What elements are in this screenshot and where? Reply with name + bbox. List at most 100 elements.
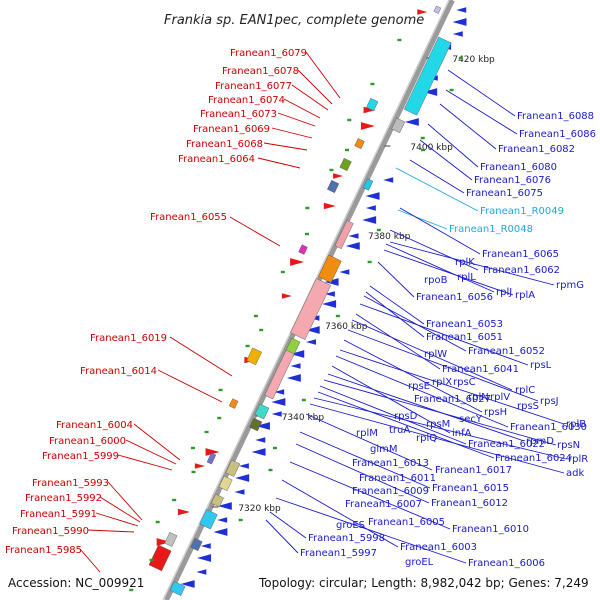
gene-label[interactable]: rpsJ: [540, 396, 559, 407]
gene-label[interactable]: rplL: [457, 272, 476, 283]
gene-label[interactable]: rplA: [515, 290, 535, 301]
gene-label[interactable]: Franean1_6017: [435, 465, 512, 476]
gene-label[interactable]: Franean1_6065: [482, 249, 559, 260]
gene-label[interactable]: Franean1_5998: [308, 533, 385, 544]
gene-arrow: [205, 448, 220, 456]
gene-label[interactable]: rpsC: [453, 377, 476, 388]
gene-label[interactable]: Franean1_6082: [498, 144, 575, 155]
gene-label[interactable]: rplN: [468, 392, 489, 403]
gene-label[interactable]: groEL: [405, 557, 434, 568]
leader-line: [383, 249, 514, 296]
gene-label[interactable]: rplW: [424, 349, 447, 360]
gene-label[interactable]: Franean1_6076: [474, 175, 551, 186]
gene-label[interactable]: Franean1_R0049: [480, 206, 564, 217]
gene-label[interactable]: Franean1_5993: [32, 478, 109, 489]
gene-label[interactable]: Franean1_6015: [432, 483, 509, 494]
gene-label[interactable]: Franean1_6027: [414, 394, 491, 405]
gene-label[interactable]: Franean1_6006: [468, 558, 545, 569]
gene-label[interactable]: Franean1_6022: [468, 439, 545, 450]
gene-label[interactable]: groES: [336, 520, 365, 531]
gene-label[interactable]: rpsS: [517, 401, 539, 412]
gene-label[interactable]: rplC: [515, 385, 535, 396]
gene-label[interactable]: rplR: [568, 454, 588, 465]
gene-label[interactable]: Franean1_6062: [483, 265, 560, 276]
tick-label: 7400 kbp: [410, 143, 453, 153]
gene-label[interactable]: rplQ: [416, 433, 437, 444]
gene-label[interactable]: Franean1_5999: [42, 451, 119, 462]
gene-label[interactable]: Franean1_6014: [80, 366, 157, 377]
gene-label[interactable]: secY: [459, 414, 483, 425]
gene-label[interactable]: Franean1_6005: [368, 517, 445, 528]
leader-line: [313, 397, 567, 460]
gene-label[interactable]: Franean1_6007: [345, 499, 422, 510]
gene-label[interactable]: infA: [452, 428, 472, 439]
gene-label[interactable]: Franean1_5985: [5, 545, 82, 556]
gene-label[interactable]: rpsE: [408, 381, 430, 392]
gene-label[interactable]: Franean1_6009: [352, 486, 429, 497]
gene-label[interactable]: Franean1_6056: [416, 292, 493, 303]
leader-line: [335, 355, 509, 428]
gene-arrow: [274, 389, 285, 395]
gene-label[interactable]: Franean1_5991: [20, 509, 97, 520]
leader-line: [323, 379, 557, 446]
gene-label[interactable]: rplB: [566, 419, 586, 430]
gene-label[interactable]: Franean1_6080: [480, 162, 557, 173]
gene-label[interactable]: Franean1_6041: [442, 364, 519, 375]
gene-feature: [249, 417, 263, 432]
gene-label[interactable]: Franean1_6075: [466, 188, 543, 199]
gene-label[interactable]: adk: [566, 468, 584, 479]
gene-label[interactable]: Franean1_6077: [215, 81, 292, 92]
leader-line: [305, 413, 433, 471]
gene-label[interactable]: rplK: [455, 257, 475, 268]
gene-label[interactable]: rpmG: [556, 280, 584, 291]
gene-label[interactable]: Franean1_6079: [230, 48, 307, 59]
gene-label[interactable]: truA: [389, 425, 410, 436]
gene-label[interactable]: rpsL: [530, 360, 552, 371]
gene-label[interactable]: Franean1_6004: [56, 420, 133, 431]
gene-label[interactable]: Franean1_6052: [468, 346, 545, 357]
gene-tick: [190, 446, 195, 450]
gene-label[interactable]: Franean1_6030: [510, 422, 587, 433]
gene-label[interactable]: Franean1_6064: [178, 154, 255, 165]
gene-label[interactable]: Franean1_R0048: [449, 224, 533, 235]
gene-label[interactable]: rpsD: [394, 411, 418, 422]
gene-tick: [272, 446, 277, 450]
leader-line: [305, 51, 341, 99]
gene-label[interactable]: rpoB: [424, 275, 448, 286]
gene-label[interactable]: Franean1_6068: [186, 139, 263, 150]
leader-line: [291, 84, 329, 111]
leader-line: [295, 443, 430, 504]
gene-label[interactable]: Franean1_6019: [90, 333, 167, 344]
gene-label[interactable]: Franean1_6074: [208, 95, 285, 106]
gene-label[interactable]: Franean1_5992: [25, 493, 102, 504]
gene-tick: [172, 498, 177, 502]
gene-label[interactable]: Franean1_6086: [519, 129, 596, 140]
gene-label[interactable]: Franean1_6053: [426, 319, 503, 330]
gene-label[interactable]: rpsH: [484, 407, 507, 418]
gene-label[interactable]: rpsN: [557, 440, 580, 451]
gene-label[interactable]: rplX: [432, 377, 452, 388]
gene-label[interactable]: Franean1_6012: [431, 498, 508, 509]
gene-label[interactable]: rpsM: [426, 419, 450, 430]
gene-label[interactable]: Franean1_6073: [200, 109, 277, 120]
gene-label[interactable]: Franean1_5997: [300, 548, 377, 559]
gene-label[interactable]: glmM: [370, 444, 398, 455]
gene-label[interactable]: Franean1_6000: [49, 436, 126, 447]
gene-label[interactable]: Franean1_5990: [12, 526, 89, 537]
gene-label[interactable]: Franean1_6013: [352, 458, 429, 469]
gene-label[interactable]: Franean1_6003: [400, 542, 477, 553]
leader-line: [447, 69, 516, 117]
gene-label[interactable]: rplV: [490, 392, 510, 403]
gene-label[interactable]: rplJ: [496, 287, 512, 298]
gene-label[interactable]: Franean1_6024: [495, 453, 572, 464]
gene-label[interactable]: Franean1_6011: [359, 473, 436, 484]
gene-label[interactable]: Franean1_6088: [517, 111, 594, 122]
gene-label[interactable]: Franean1_6078: [222, 66, 299, 77]
gene-label[interactable]: Franean1_6069: [193, 124, 270, 135]
gene-label[interactable]: Franean1_6051: [426, 332, 503, 343]
gene-label[interactable]: Franean1_6055: [150, 212, 227, 223]
gene-label[interactable]: rpmD: [526, 436, 554, 447]
gene-tick: [280, 270, 285, 274]
gene-label[interactable]: Franean1_6010: [452, 524, 529, 535]
gene-label[interactable]: rplM: [356, 428, 378, 439]
